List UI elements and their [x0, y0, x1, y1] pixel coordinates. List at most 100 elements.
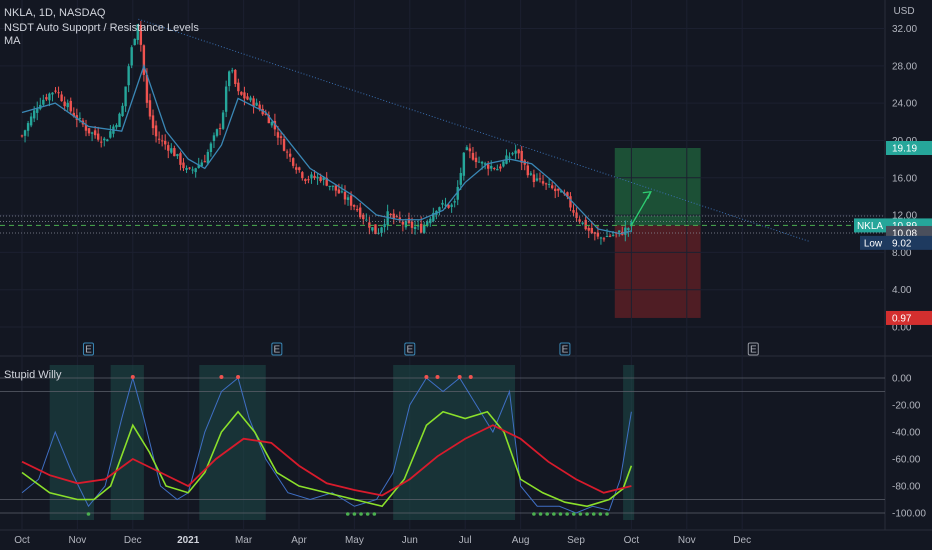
candle-body [100, 141, 103, 143]
signal-dot [598, 512, 603, 516]
candle-body [380, 227, 383, 233]
candle-body [352, 204, 356, 207]
candle-body [538, 178, 542, 180]
time-tick-label: Oct [14, 535, 30, 546]
signal-dot [545, 512, 549, 516]
candle-body [627, 228, 630, 231]
overbought-zone [49, 365, 95, 520]
time-tick-label: Dec [124, 535, 142, 546]
candle-body [136, 24, 139, 40]
earnings-marker-icon [271, 342, 283, 356]
candle-body [328, 185, 331, 187]
price-axis: USD0.004.008.0012.0016.0020.0024.0028.00… [892, 6, 917, 334]
sub-panel-title[interactable]: Stupid Willy [4, 369, 62, 381]
oscillator-line [21, 424, 632, 497]
signal-dot [538, 512, 543, 516]
candle-body [499, 166, 502, 169]
candle-body [36, 108, 39, 113]
price-badge-bg [886, 235, 932, 250]
candle-body [48, 93, 51, 101]
candle-body [26, 123, 30, 131]
time-tick-label: Oct [624, 535, 640, 546]
oscillator-axis: 0.00 -20.00 -40.00 -60.00 -80.00 -100.00 [892, 374, 926, 520]
signal-dot [585, 512, 589, 516]
candle-body [410, 221, 414, 228]
candle-body [237, 82, 240, 92]
candle-body [325, 177, 328, 186]
candle-body [456, 186, 459, 200]
price-tick-label: 0.00 [892, 323, 912, 334]
candle-body [605, 236, 609, 238]
signal-dot [345, 512, 350, 516]
candle-body [258, 104, 261, 110]
candle-body [493, 168, 496, 170]
candle-body [423, 224, 426, 233]
candle-body [465, 147, 469, 151]
candle-body [127, 66, 130, 86]
signal-dot [365, 512, 370, 516]
candle-body [331, 185, 334, 187]
candle-body [566, 192, 569, 197]
candle-body [185, 167, 188, 170]
candle-body [340, 191, 344, 193]
candle-body [346, 197, 350, 200]
time-tick-label: Aug [512, 535, 530, 546]
candle-body [224, 86, 228, 112]
symbol-legend[interactable]: NKLA, 1D, NASDAQ [4, 7, 106, 19]
candle-body [298, 167, 301, 171]
earnings-marker-icon [404, 342, 416, 356]
candle-body [520, 150, 523, 163]
moving-average-line [21, 63, 632, 235]
candle-body [255, 102, 258, 106]
earnings-marker-icon [559, 342, 571, 356]
candle-body [526, 165, 530, 176]
candle-body [252, 98, 255, 107]
candle-body [264, 113, 267, 115]
indicator-legend-sr[interactable]: NSDT Auto Supoprt / Resistance Levels [4, 22, 199, 34]
candle-body [307, 179, 310, 181]
candle-body [78, 117, 82, 119]
candle-body [234, 69, 237, 84]
indicator-legend-ma[interactable]: MA [4, 35, 21, 47]
candle-body [188, 167, 191, 169]
candle-body [502, 161, 505, 167]
oscillator-tick-label: -40.00 [892, 428, 921, 439]
candle-body [611, 234, 615, 236]
candle-body [419, 223, 423, 233]
candle-body [447, 204, 450, 208]
candle-body [246, 96, 249, 100]
candle-body [560, 190, 563, 193]
signal-dot [532, 512, 536, 516]
candle-body [349, 195, 353, 206]
candle-body [63, 101, 66, 107]
candle-body [404, 221, 408, 228]
candle-body [96, 133, 100, 140]
candle-body [57, 92, 60, 94]
candle-body [581, 222, 584, 224]
candle-body [212, 135, 216, 141]
price-tick-label: 16.00 [892, 173, 917, 184]
candle-body [273, 120, 277, 130]
candle-body [29, 116, 33, 126]
candle-body [483, 163, 487, 165]
candle-body [191, 169, 194, 171]
signal-dot [558, 512, 563, 516]
candle-body [319, 176, 322, 182]
candle-body [514, 150, 517, 154]
signal-dot [435, 375, 440, 379]
overbought-zone [199, 365, 266, 520]
stop-zone [614, 225, 701, 318]
signal-dot [571, 512, 576, 516]
candle-body [578, 219, 581, 222]
time-tick-label: Apr [291, 535, 307, 546]
candle-body [179, 153, 182, 165]
time-tick-label: Mar [235, 535, 253, 546]
candle-body [572, 210, 575, 213]
candle-body [529, 173, 533, 175]
price-tick-label: 4.00 [892, 285, 912, 296]
candle-body [313, 175, 316, 179]
candle-body [42, 99, 45, 105]
candle-body [106, 139, 109, 142]
candle-body [145, 74, 149, 103]
